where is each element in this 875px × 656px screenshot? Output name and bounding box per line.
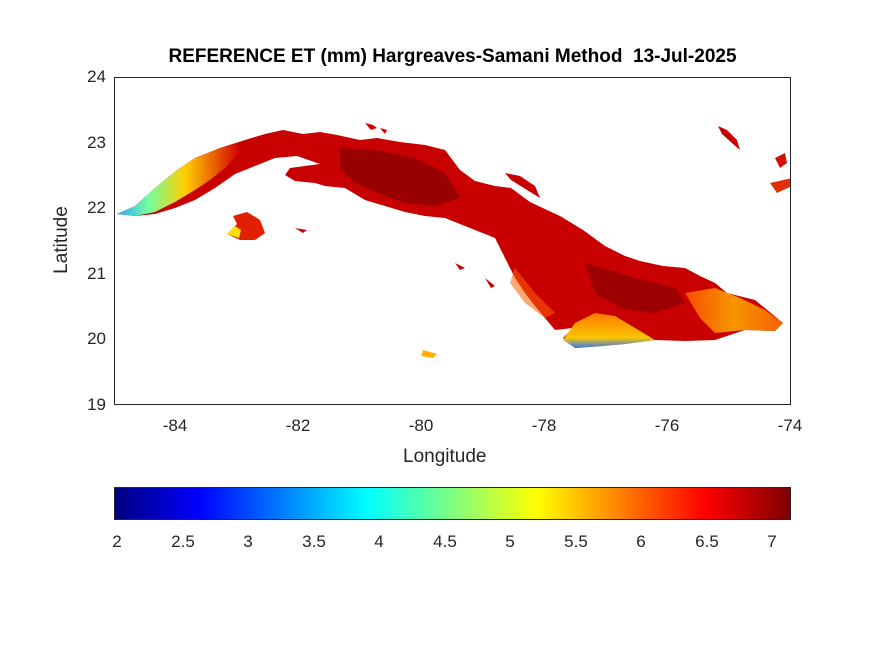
- colorbar-tick: 6: [636, 532, 646, 551]
- colorbar-tick: 2: [112, 532, 122, 551]
- y-tick: 22: [87, 198, 106, 217]
- x-tick: -74: [777, 416, 803, 435]
- y-tick: 23: [87, 133, 106, 152]
- colorbar-tick: 5: [505, 532, 515, 551]
- cuba-map: [117, 123, 790, 358]
- keys: [421, 350, 437, 358]
- y-tick: 24: [87, 67, 106, 86]
- colorbar-tick: 5.5: [564, 532, 588, 551]
- y-tick: 19: [87, 395, 106, 414]
- east-warm-zone: [685, 288, 783, 333]
- x-tick: -76: [654, 416, 680, 435]
- y-tick: 21: [87, 264, 106, 283]
- colorbar: [114, 487, 791, 520]
- map-plot-area: [114, 77, 791, 405]
- colorbar-tick: 3.5: [302, 532, 326, 551]
- west-cool-zone: [117, 144, 240, 216]
- hot-zone: [585, 263, 685, 313]
- south-coast-zone: [563, 313, 655, 348]
- isla-cool-zone: [227, 226, 241, 238]
- colorbar-tick: 7: [767, 532, 777, 551]
- y-axis-label: Latitude: [51, 206, 72, 274]
- y-tick: 20: [87, 329, 106, 348]
- keys: [505, 173, 540, 198]
- map-title: REFERENCE ET (mm) Hargreaves-Samani Meth…: [168, 46, 737, 67]
- x-axis-label: Longitude: [403, 446, 487, 467]
- hot-zone: [340, 148, 460, 206]
- colorbar-tick: 6.5: [695, 532, 719, 551]
- island-haiti-edge: [775, 153, 787, 168]
- island-east-fragment: [770, 178, 790, 193]
- keys: [365, 123, 387, 134]
- x-tick: -80: [408, 416, 434, 435]
- colorbar-tick: 2.5: [171, 532, 195, 551]
- x-tick: -82: [285, 416, 311, 435]
- colorbar-tick: 4.5: [433, 532, 457, 551]
- colorbar-tick: 4: [374, 532, 384, 551]
- keys: [295, 228, 495, 288]
- x-tick: -78: [531, 416, 557, 435]
- island-ne-fragment: [718, 126, 740, 150]
- central-warm-zone: [510, 268, 555, 318]
- x-tick: -84: [162, 416, 188, 435]
- colorbar-tick: 3: [243, 532, 253, 551]
